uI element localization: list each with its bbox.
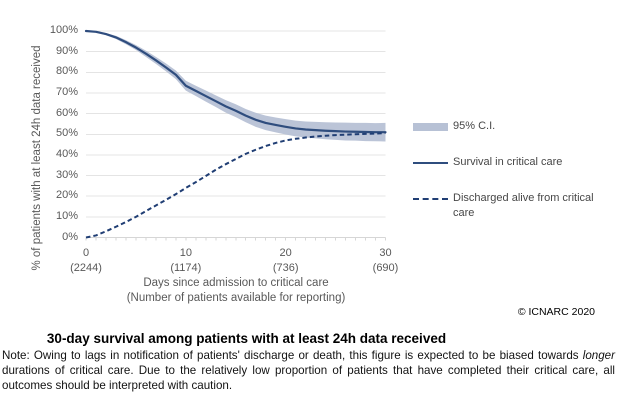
x-axis-tick-day: 30 [379, 247, 392, 259]
y-axis-tick-label: 30% [55, 168, 78, 181]
x-axis-title-line2: (Number of patients available for report… [126, 292, 346, 304]
survival-chart-plot [84, 29, 387, 241]
y-axis-tick-label: 70% [55, 85, 78, 98]
legend-label-discharged: Discharged alive from critical care [453, 192, 594, 219]
y-axis-tick-label: 80% [55, 65, 78, 78]
legend-item-ci: 95% C.I. [413, 119, 495, 134]
note-text-prefix: Note: Owing to lags in notification of p… [2, 349, 583, 362]
y-axis-tick-label: 10% [55, 209, 78, 222]
x-axis-tick-count: (736) [272, 262, 299, 274]
y-axis-tick-label: 20% [55, 189, 78, 202]
figure-note: Note: Owing to lags in notification of p… [2, 348, 615, 394]
x-axis-tick-day: 10 [179, 247, 192, 259]
x-axis-tick: 20 (736) [246, 246, 326, 275]
x-axis-tick: 10 (1174) [146, 246, 226, 275]
note-text-italic: longer [582, 349, 615, 362]
note-text-suffix: durations of critical care. Due to the r… [2, 364, 615, 393]
copyright-text: © ICNARC 2020 [517, 306, 595, 318]
legend-label-ci: 95% C.I. [453, 120, 496, 132]
ci-band-swatch [413, 123, 448, 131]
x-axis-tick: 30 (690) [346, 246, 426, 275]
y-axis-tick-label: 50% [55, 127, 78, 140]
legend-item-survival: Survival in critical care [413, 155, 562, 170]
x-axis-tick-count: (690) [372, 262, 399, 274]
dashed-line-swatch [413, 198, 448, 200]
x-axis-title-line1: Days since admission to critical care [143, 277, 329, 289]
y-axis-tick-label: 60% [55, 106, 78, 119]
y-axis-tick-label: 100% [49, 24, 78, 36]
y-axis-tick-label: 0% [62, 230, 78, 243]
x-axis-tick-count: (1174) [170, 262, 202, 274]
x-axis-tick-count: (2244) [70, 262, 102, 274]
legend-item-discharged: Discharged alive from critical care [413, 191, 615, 221]
y-axis-tick-label: 90% [55, 44, 78, 57]
solid-line-swatch [413, 161, 448, 164]
figure-title: 30-day survival among patients with at l… [46, 331, 447, 346]
y-axis-tick-label: 40% [55, 147, 78, 160]
x-axis-tick-day: 0 [82, 247, 90, 259]
x-axis-tick: 0 (2244) [46, 246, 126, 275]
legend-label-survival: Survival in critical care [453, 156, 563, 168]
x-axis-tick-day: 20 [279, 247, 292, 259]
